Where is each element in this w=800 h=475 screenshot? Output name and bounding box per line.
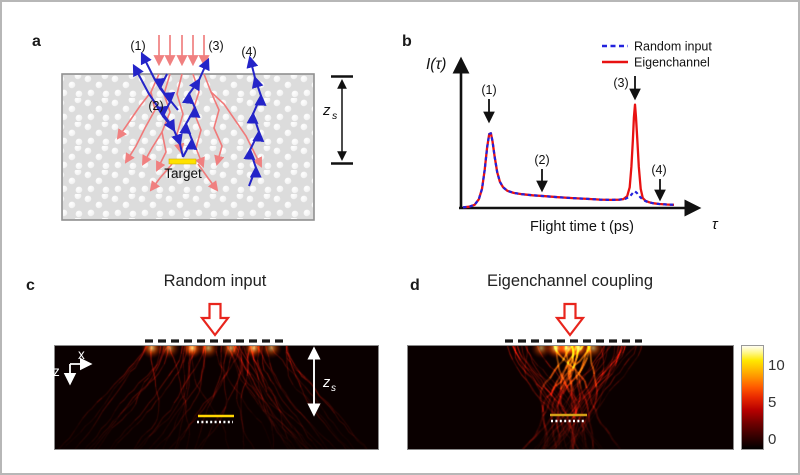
panel-a-letter: a [32, 33, 41, 50]
eigenchannel-curve [462, 103, 675, 209]
legend-label-random: Random input [634, 40, 712, 54]
annotation-2: (2) [534, 153, 549, 167]
x-end-symbol: τ [712, 216, 719, 233]
panel-c-letter: c [26, 277, 35, 294]
colorbar-tick-0: 0 [768, 431, 777, 448]
axes [452, 56, 702, 217]
incident-rays [153, 35, 210, 67]
ray-label-2: (2) [148, 99, 163, 113]
colorbar-tick-10: 10 [768, 357, 785, 374]
panel-b: b I(τ) Flight time t (ps) τ Random input… [402, 33, 719, 235]
target-c [197, 414, 234, 424]
xz-axes [63, 357, 93, 386]
target-d [550, 413, 587, 423]
eigenchannel-heatmap [407, 345, 734, 450]
ray-label-4: (4) [241, 45, 256, 59]
random-input-heatmap [54, 345, 379, 450]
depth-label-a: z [322, 102, 331, 119]
depth-measure [331, 75, 353, 165]
ray-label-3: (3) [208, 39, 223, 53]
y-axis-label: I(τ) [426, 56, 446, 73]
panel-d-title: Eigenchannel coupling [486, 272, 654, 290]
input-arrow-d [554, 302, 586, 337]
panel-a: a [32, 33, 353, 221]
depth-label-a-sub: s [332, 110, 338, 122]
depth-label-c: z [322, 375, 331, 391]
ballistic-paths [132, 51, 267, 187]
annotation-arrows [483, 76, 666, 202]
panel-c-title: Random input [163, 272, 267, 290]
input-arrow-c [199, 302, 231, 337]
random-input-curve [462, 132, 675, 209]
annotation-3: (3) [613, 76, 628, 90]
target-bar [168, 158, 197, 165]
ray-label-1: (1) [130, 39, 145, 53]
legend: Random input Eigenchannel [602, 40, 712, 70]
panel-b-letter: b [402, 33, 412, 50]
panel-d-letter: d [410, 277, 420, 294]
annotation-1: (1) [481, 83, 496, 97]
x-axis-label: Flight time t (ps) [530, 219, 634, 235]
legend-label-eigen: Eigenchannel [634, 56, 710, 70]
annotation-4: (4) [651, 163, 666, 177]
cd-overlay: x z z s [53, 302, 642, 424]
colorbar [741, 345, 764, 450]
axis-x-label: x [78, 347, 85, 362]
axis-z-label: z [53, 364, 60, 379]
depth-label-c-sub: s [331, 383, 336, 394]
colorbar-tick-5: 5 [768, 394, 777, 411]
target-label: Target [164, 166, 202, 181]
